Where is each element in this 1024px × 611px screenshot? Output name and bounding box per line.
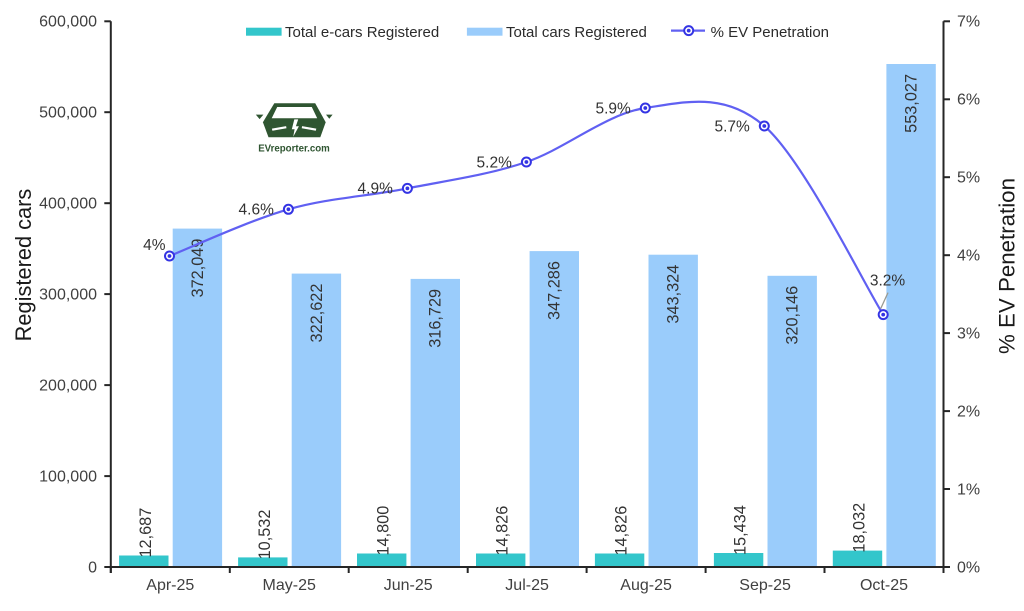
svg-text:200,000: 200,000	[39, 377, 97, 394]
svg-text:100,000: 100,000	[39, 468, 97, 485]
svg-text:343,324: 343,324	[665, 265, 683, 324]
svg-text:347,286: 347,286	[546, 261, 564, 320]
svg-text:372,049: 372,049	[189, 239, 207, 298]
svg-text:14,826: 14,826	[613, 506, 631, 556]
svg-text:12,687: 12,687	[137, 508, 155, 558]
svg-text:316,729: 316,729	[427, 289, 445, 348]
svg-text:14,826: 14,826	[494, 506, 512, 556]
svg-text:Registered cars: Registered cars	[11, 189, 36, 342]
svg-text:18,032: 18,032	[851, 503, 869, 553]
svg-text:Total e-cars Registered: Total e-cars Registered	[285, 24, 439, 41]
svg-text:Jun-25: Jun-25	[384, 577, 433, 594]
svg-text:Aug-25: Aug-25	[620, 577, 672, 594]
svg-text:Sep-25: Sep-25	[739, 577, 791, 594]
svg-text:2%: 2%	[957, 403, 980, 420]
svg-text:0%: 0%	[957, 559, 980, 576]
svg-text:10,532: 10,532	[256, 510, 274, 560]
svg-text:500,000: 500,000	[39, 105, 97, 122]
svg-text:5%: 5%	[957, 170, 980, 187]
svg-text:% EV Penetration: % EV Penetration	[711, 24, 829, 41]
svg-text:5.2%: 5.2%	[477, 154, 513, 171]
svg-text:553,027: 553,027	[903, 74, 921, 133]
svg-text:Jul-25: Jul-25	[505, 577, 549, 594]
svg-text:Oct-25: Oct-25	[860, 577, 908, 594]
svg-text:1%: 1%	[957, 481, 980, 498]
svg-text:400,000: 400,000	[39, 196, 97, 213]
svg-text:322,622: 322,622	[308, 284, 326, 343]
svg-text:3.2%: 3.2%	[870, 272, 906, 289]
svg-text:4.9%: 4.9%	[358, 181, 394, 198]
svg-text:15,434: 15,434	[732, 505, 750, 555]
svg-text:May-25: May-25	[263, 577, 316, 594]
svg-text:4.6%: 4.6%	[239, 202, 275, 219]
svg-text:4%: 4%	[143, 237, 166, 254]
svg-text:3%: 3%	[957, 325, 980, 342]
svg-text:5.7%: 5.7%	[714, 118, 750, 135]
svg-text:4%: 4%	[957, 248, 980, 265]
svg-text:320,146: 320,146	[784, 286, 802, 345]
svg-text:7%: 7%	[957, 14, 980, 31]
svg-text:EVreporter.com: EVreporter.com	[258, 143, 330, 154]
svg-text:0: 0	[88, 559, 97, 576]
svg-text:6%: 6%	[957, 92, 980, 109]
svg-text:300,000: 300,000	[39, 286, 97, 303]
svg-text:600,000: 600,000	[39, 14, 97, 31]
svg-text:% EV Penetration: % EV Penetration	[995, 178, 1020, 354]
svg-text:Apr-25: Apr-25	[146, 577, 194, 594]
svg-text:5.9%: 5.9%	[595, 100, 631, 117]
svg-text:14,800: 14,800	[375, 506, 393, 556]
svg-text:Total cars Registered: Total cars Registered	[506, 24, 647, 41]
